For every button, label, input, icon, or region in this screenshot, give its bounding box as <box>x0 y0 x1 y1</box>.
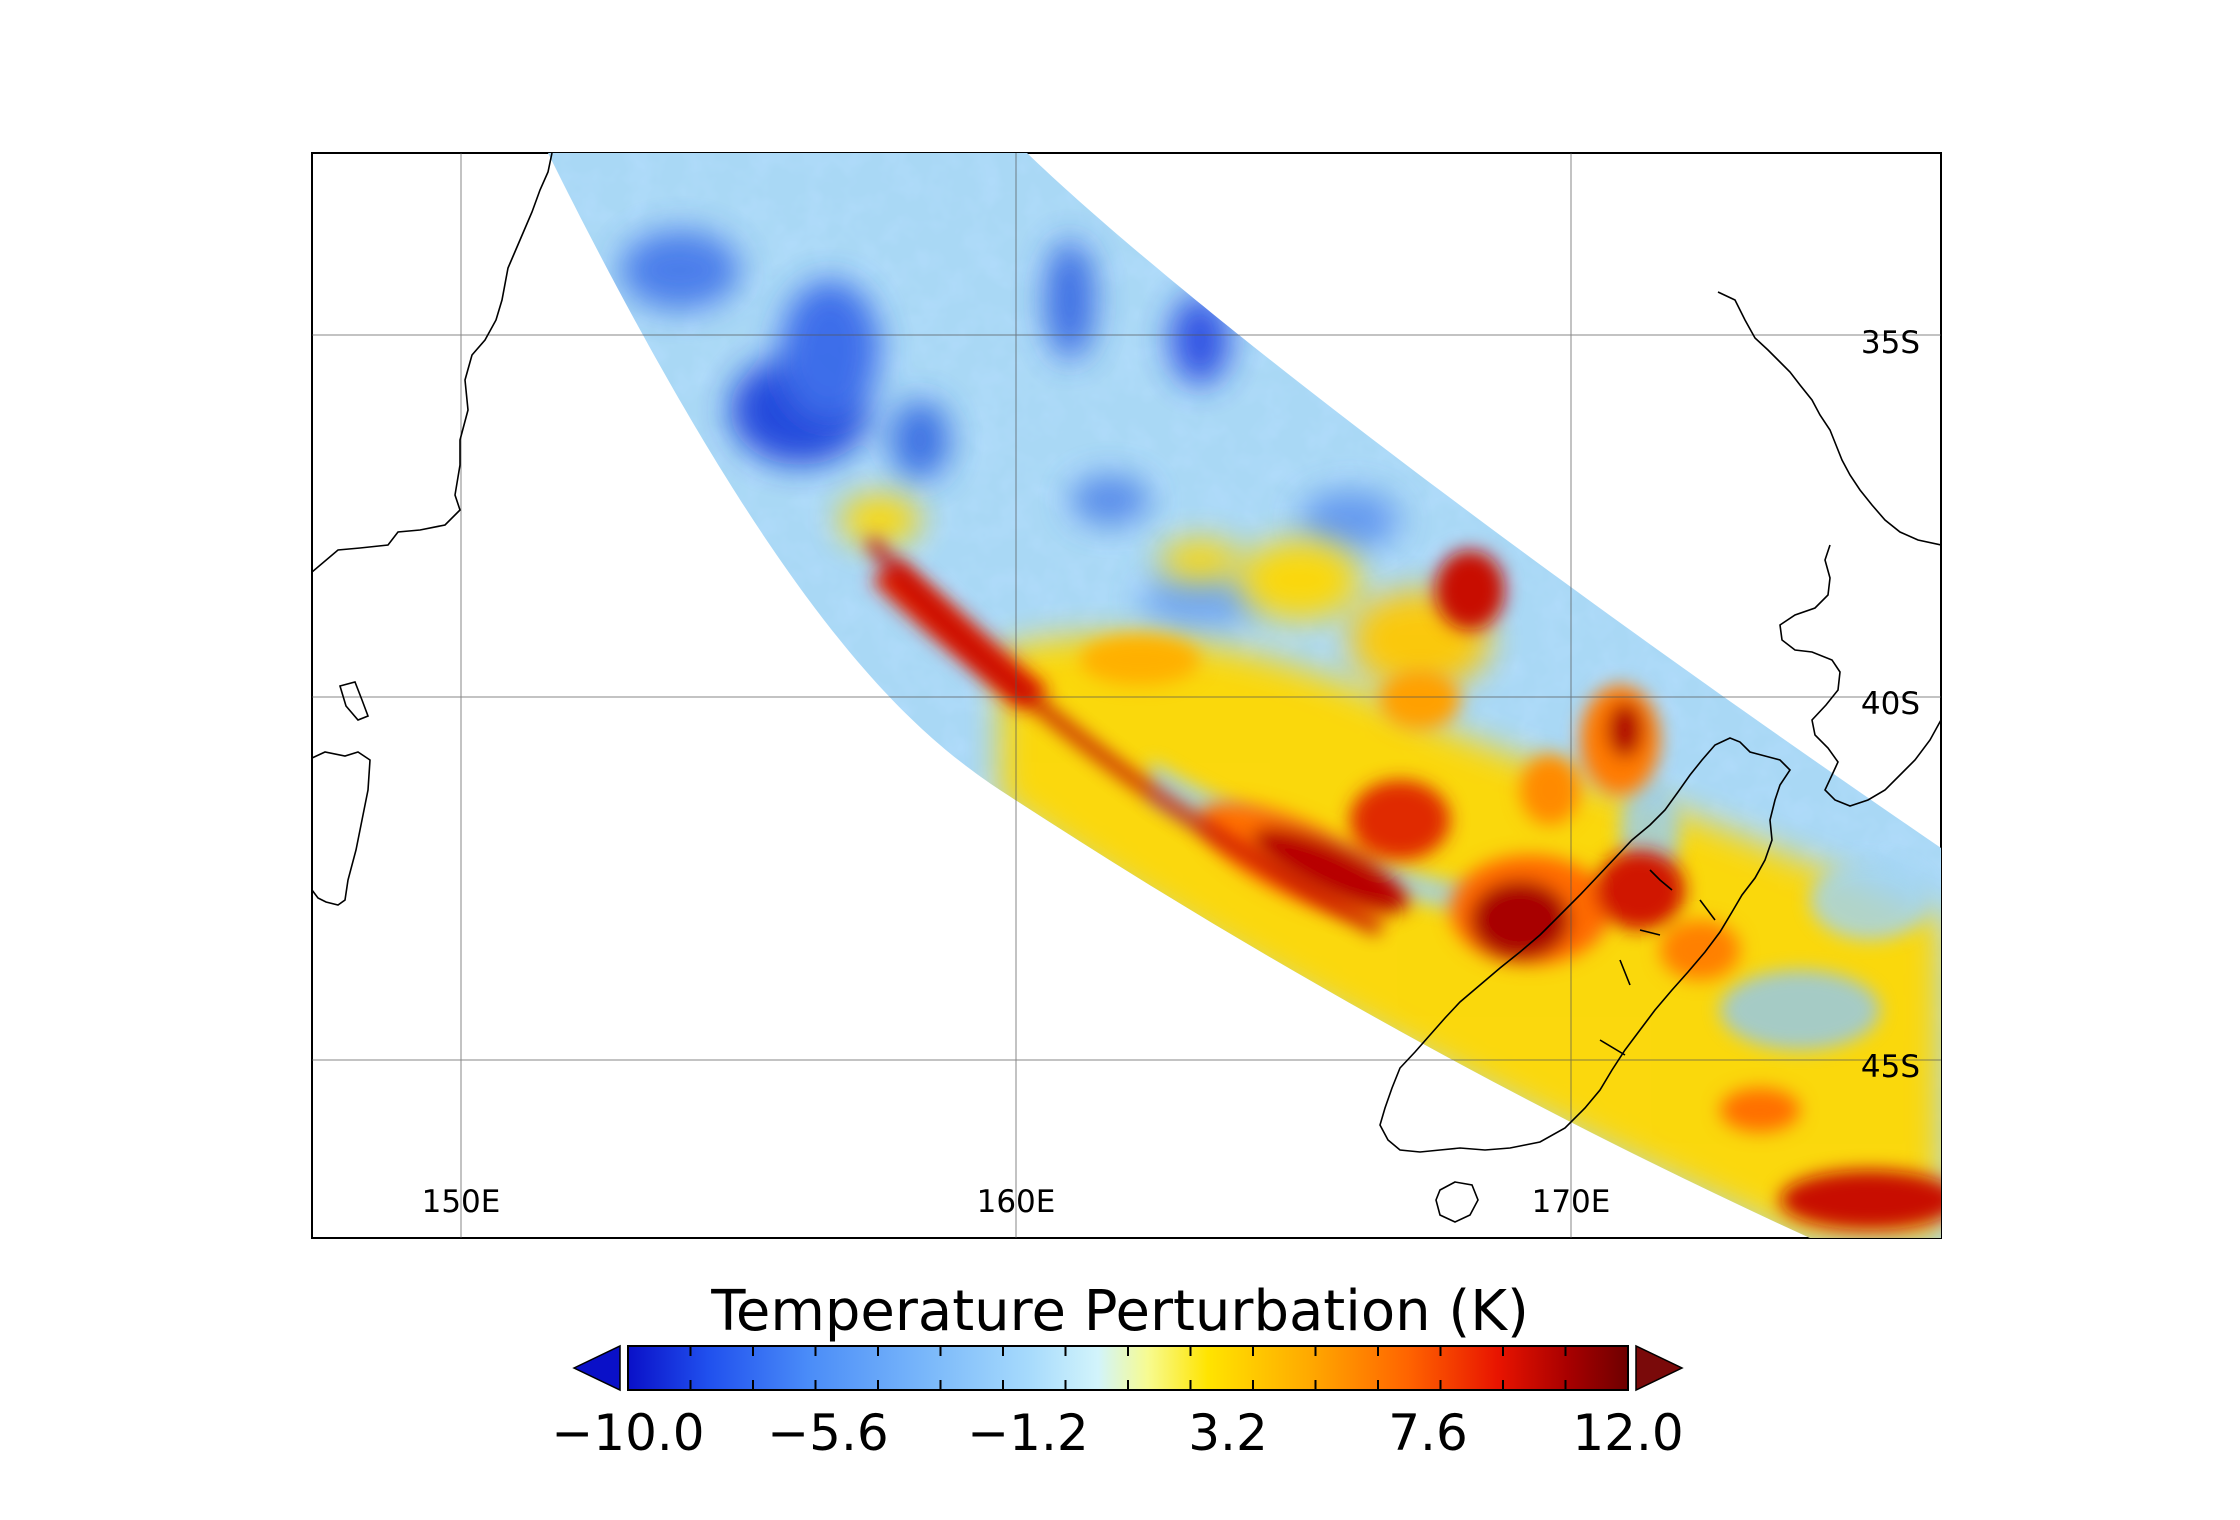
stewart-island-coast <box>1435 1181 1479 1223</box>
colorbar: Temperature Perturbation (K) −10.0 −5.6 −1… <box>551 1279 1684 1462</box>
colorbar-over-arrow <box>1635 1344 1684 1392</box>
colorbar-label: 12.0 <box>1572 1404 1683 1462</box>
lat-label-40S: 40S <box>1861 686 1920 722</box>
longitude-labels: 150E 160E 170E <box>422 1184 1611 1220</box>
colorbar-title: Temperature Perturbation (K) <box>710 1279 1529 1344</box>
colorbar-ticks <box>689 1346 1567 1390</box>
latitude-labels: 35S 40S 45S <box>1861 325 1920 1085</box>
colorbar-label: 7.6 <box>1388 1404 1468 1462</box>
nz-south-island-coast <box>1379 737 1792 1153</box>
lat-label-45S: 45S <box>1861 1049 1920 1085</box>
lat-label-35S: 35S <box>1861 325 1920 361</box>
graticule <box>312 153 1941 1238</box>
lon-label-160E: 160E <box>977 1184 1056 1220</box>
colorbar-label: −1.2 <box>967 1404 1088 1462</box>
colorbar-label: −10.0 <box>551 1404 704 1462</box>
colorbar-label: −5.6 <box>767 1404 888 1462</box>
coastlines <box>312 153 1941 1223</box>
lon-label-170E: 170E <box>1532 1184 1611 1220</box>
australia-coast <box>312 153 553 573</box>
colorbar-under-arrow <box>572 1344 621 1392</box>
nz-north-island-coast <box>1717 291 1941 546</box>
tasmania-coast <box>338 681 370 721</box>
lon-label-150E: 150E <box>422 1184 501 1220</box>
colorbar-labels: −10.0 −5.6 −1.2 3.2 7.6 12.0 <box>551 1404 1683 1462</box>
colorbar-label: 3.2 <box>1188 1404 1268 1462</box>
